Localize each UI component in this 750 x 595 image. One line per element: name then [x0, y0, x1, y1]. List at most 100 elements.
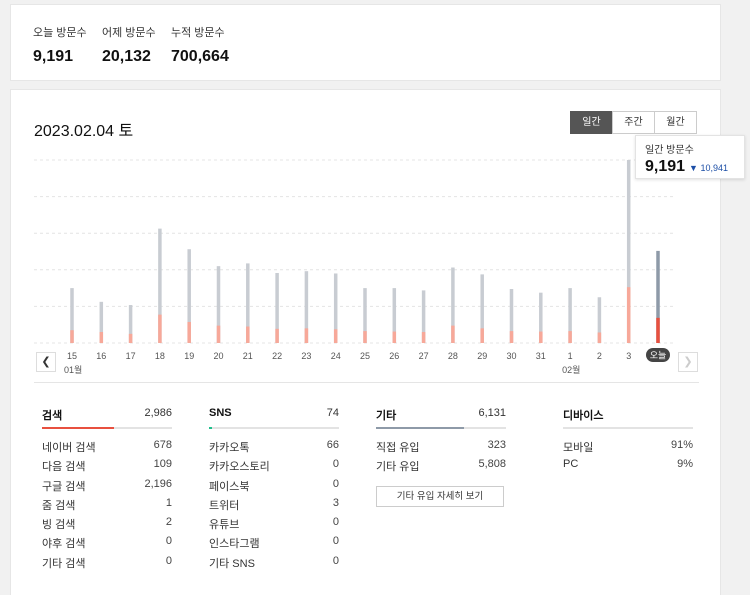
tick-label: 19 — [184, 351, 194, 361]
source-label: 인스타그램 — [209, 538, 260, 551]
source-value: 323 — [487, 439, 506, 451]
period-tabs: 일간 주간 월간 — [570, 111, 697, 134]
tab-weekly[interactable]: 주간 — [612, 111, 655, 134]
share-bar — [42, 427, 172, 429]
bar-highlight — [509, 331, 514, 343]
bar-total — [568, 288, 572, 343]
section-divider — [34, 382, 699, 383]
bar-total — [451, 267, 455, 343]
column-title: 검색 — [42, 410, 63, 422]
source-row: 기타 SNS 0 — [209, 555, 339, 574]
bar-highlight — [158, 314, 162, 343]
tick-label: 29 — [477, 351, 487, 361]
bar-highlight — [275, 328, 279, 343]
tick-label: 27 — [419, 351, 429, 361]
summary-card: 오늘 방문수 9,191 어제 방문수 20,132 누적 방문수 700,66… — [10, 4, 721, 81]
visits-card: 2023.02.04 토 일간 주간 월간 15 16 17 18 19 20 21 22 23… — [10, 89, 721, 595]
column-total: 6,131 — [478, 407, 506, 419]
yesterday-label: 어제 방문수 — [102, 27, 156, 39]
bar-total — [363, 288, 367, 343]
source-value: 0 — [332, 516, 339, 529]
today-stat: 오늘 방문수 9,191 — [33, 24, 87, 66]
source-row: 기타 유입 5,808 — [376, 458, 506, 477]
source-value: 0 — [165, 554, 172, 567]
total-value: 700,664 — [171, 48, 229, 65]
tick-label: 17 — [126, 351, 136, 361]
bar-total — [421, 290, 426, 343]
column-title: SNS — [209, 407, 232, 419]
bar-highlight — [480, 328, 484, 343]
tick-label: 오늘 — [650, 351, 667, 361]
bar-highlight — [128, 333, 133, 343]
bar-total — [158, 228, 162, 343]
source-value: 66 — [326, 439, 339, 451]
tooltip-compare: ▼ 10,941 — [689, 163, 728, 173]
bar-highlight — [568, 331, 572, 343]
source-label: 기타 검색 — [42, 557, 86, 570]
bar-total — [509, 289, 514, 343]
source-row: 모바일 91% — [563, 439, 693, 458]
source-row: 카카오톡 66 — [209, 439, 339, 458]
source-label: 다음 검색 — [42, 461, 86, 474]
source-row: 기타 검색 0 — [42, 555, 172, 574]
bar-highlight — [99, 332, 104, 343]
today-value: 9,191 — [33, 48, 74, 65]
share-bar — [376, 427, 506, 429]
source-value: 0 — [165, 535, 172, 548]
yesterday-value: 20,132 — [102, 48, 151, 65]
bar-total — [304, 271, 309, 343]
source-label: 직접 유입 — [376, 442, 420, 454]
tab-monthly[interactable]: 월간 — [654, 111, 697, 134]
source-label: 빙 검색 — [42, 519, 76, 532]
tooltip-value-row: 9,191 ▼ 10,941 — [645, 158, 735, 176]
tab-daily[interactable]: 일간 — [570, 111, 613, 134]
source-row: 유튜브 0 — [209, 516, 339, 535]
source-row: 네이버 검색 678 — [42, 439, 172, 458]
tick-label: 20 — [213, 351, 223, 361]
source-value: 9% — [677, 458, 693, 471]
month-label: 02월 — [562, 364, 580, 375]
tick-label: 22 — [272, 351, 282, 361]
source-column: 기타 6,131 직접 유입 323 기타 유입 5,808 기타 유입 자세히 보기 — [376, 407, 506, 507]
source-row: 인스타그램 0 — [209, 535, 339, 554]
share-bar — [563, 427, 693, 429]
bar-highlight — [626, 287, 631, 343]
source-column: 디바이스 모바일 91% PC 9% — [563, 407, 693, 478]
visits-chart: 15 16 17 18 19 20 21 22 23 24 25 26 27 28 29 30 31 1 2 3 오늘0… — [34, 159, 673, 375]
column-header: 검색 2,986 — [42, 407, 172, 423]
total-label: 누적 방문수 — [171, 27, 225, 39]
bar-total — [333, 273, 338, 343]
source-value: 5,808 — [478, 458, 506, 471]
bar-total — [70, 288, 74, 343]
bar-highlight — [246, 326, 250, 343]
bar-total — [275, 273, 279, 343]
column-header: 기타 6,131 — [376, 407, 506, 423]
other-inflow-detail-button[interactable]: 기타 유입 자세히 보기 — [376, 485, 504, 507]
source-value: 91% — [670, 439, 693, 451]
share-bar-fill — [209, 427, 212, 429]
tick-label: 18 — [155, 351, 165, 361]
source-value: 3 — [332, 496, 339, 509]
source-row: 구글 검색 2,196 — [42, 478, 172, 497]
source-label: PC — [563, 458, 579, 471]
prev-page-button[interactable]: ❮ — [36, 352, 56, 372]
source-value: 1 — [165, 496, 172, 509]
source-value: 109 — [153, 458, 172, 471]
source-label: 네이버 검색 — [42, 442, 96, 454]
bar-total — [246, 263, 250, 343]
source-row: 줌 검색 1 — [42, 497, 172, 516]
tick-label: 30 — [506, 351, 516, 361]
chevron-left-icon: ❮ — [41, 356, 51, 368]
tick-label: 24 — [331, 351, 341, 361]
chevron-right-icon: ❯ — [683, 356, 693, 368]
bar-highlight — [187, 321, 191, 343]
source-label: 카카오스토리 — [209, 461, 270, 474]
source-value: 0 — [332, 554, 339, 567]
month-label: 01월 — [64, 364, 82, 375]
tick-label: 1 — [568, 351, 573, 361]
bar-highlight — [363, 331, 367, 343]
source-label: 트위터 — [209, 499, 240, 512]
bar-total — [597, 297, 602, 343]
bar-highlight — [539, 331, 543, 343]
next-page-button[interactable]: ❯ — [678, 352, 698, 372]
